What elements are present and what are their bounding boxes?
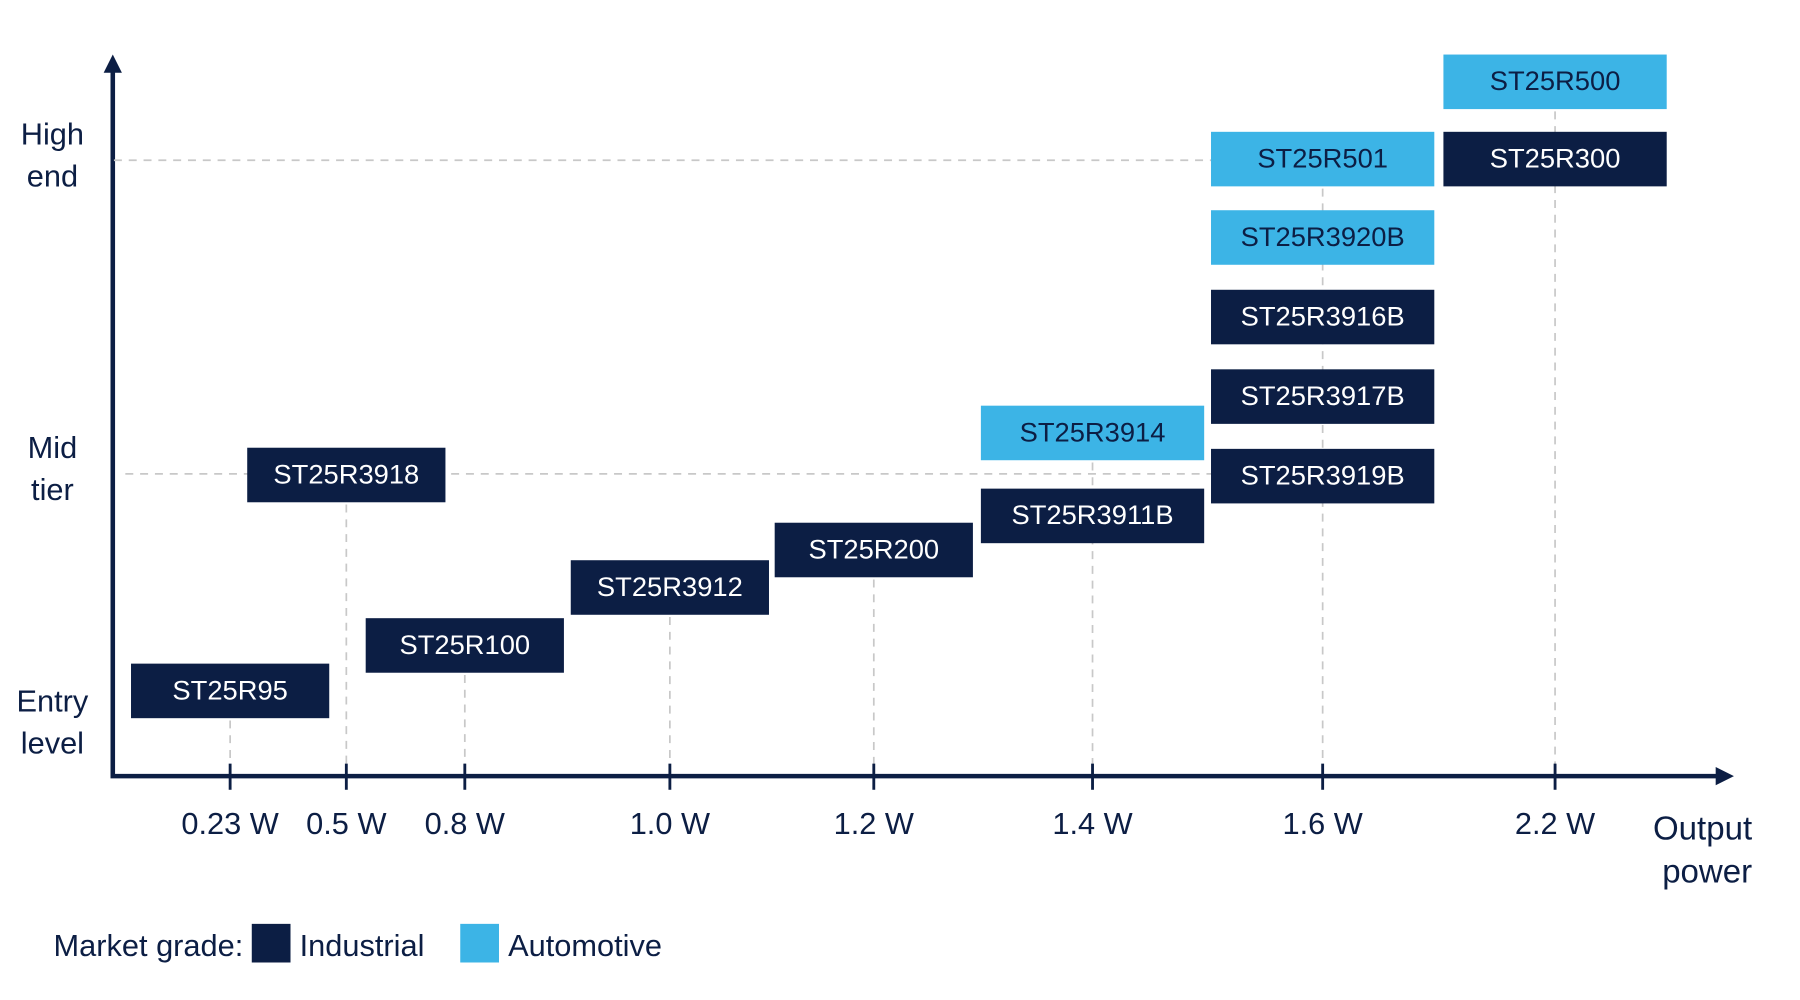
x-axis-title: Output — [1653, 809, 1752, 846]
product-label: ST25R95 — [172, 674, 287, 705]
product-label: ST25R500 — [1490, 65, 1621, 96]
x-tick-label: 0.5 W — [306, 806, 386, 841]
product-box — [1443, 131, 1667, 187]
product-label: ST25R3912 — [597, 571, 743, 602]
y-label: Entry — [17, 684, 89, 719]
product-label: ST25R501 — [1257, 142, 1388, 173]
product-label: ST25R3914 — [1020, 416, 1166, 447]
x-tick-label: 2.2 W — [1515, 806, 1595, 841]
product-box — [365, 618, 564, 673]
legend-label: Industrial — [300, 928, 425, 963]
product-label: ST25R3916B — [1241, 300, 1405, 331]
product-box — [774, 522, 973, 578]
product-box — [980, 405, 1205, 461]
x-tick-label: 0.23 W — [181, 806, 278, 841]
product-box — [1211, 369, 1435, 424]
y-label: Mid — [28, 430, 78, 465]
product-box — [1211, 131, 1435, 187]
legend-label: Automotive — [508, 928, 662, 963]
x-tick-label: 1.4 W — [1052, 806, 1132, 841]
product-label: ST25R200 — [808, 533, 939, 564]
product-box — [1443, 54, 1667, 110]
x-axis-arrow — [1715, 767, 1734, 786]
product-label: ST25R3911B — [1011, 499, 1173, 530]
product-box — [131, 663, 330, 719]
product-box — [247, 447, 446, 503]
legend-title: Market grade: — [54, 928, 244, 963]
y-label: High — [21, 116, 84, 151]
legend-swatch — [251, 923, 291, 963]
product-box — [570, 560, 769, 615]
y-label: end — [27, 159, 78, 194]
product-box — [1211, 289, 1435, 345]
x-tick-label: 1.6 W — [1282, 806, 1362, 841]
product-label: ST25R100 — [399, 629, 530, 660]
product-box — [980, 488, 1205, 544]
x-axis-title: power — [1662, 853, 1752, 890]
x-tick-label: 0.8 W — [425, 806, 505, 841]
product-label: ST25R3917B — [1241, 380, 1405, 411]
product-label: ST25R3918 — [273, 458, 419, 489]
product-box — [1211, 448, 1435, 504]
y-label: level — [21, 726, 84, 761]
product-label: ST25R3920B — [1241, 221, 1405, 252]
product-box — [1211, 210, 1435, 265]
product-label: ST25R300 — [1490, 142, 1621, 173]
y-label: tier — [31, 472, 74, 507]
y-axis-arrow — [103, 54, 122, 73]
x-tick-label: 1.2 W — [834, 806, 914, 841]
product-label: ST25R3919B — [1241, 460, 1405, 491]
legend-swatch — [460, 923, 499, 963]
x-tick-label: 1.0 W — [630, 806, 710, 841]
